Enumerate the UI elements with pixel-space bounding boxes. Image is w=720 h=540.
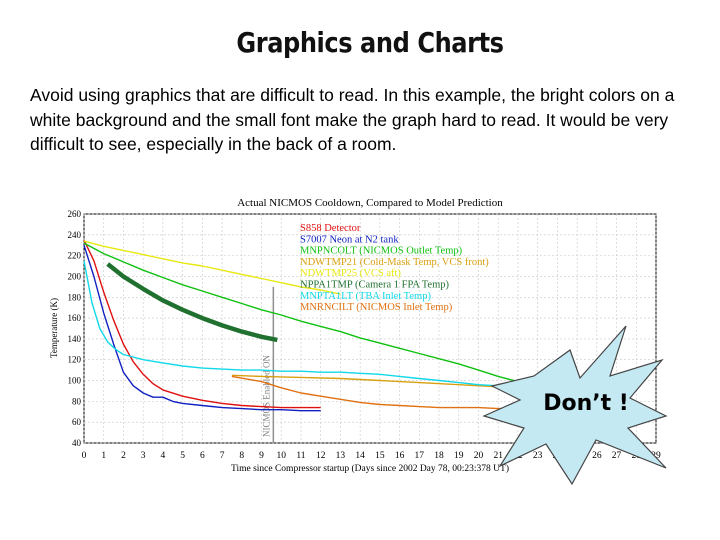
legend-item: NDWTMP25 (VCS aft) — [300, 268, 401, 279]
x-tick-label: 29 — [651, 451, 661, 461]
annotation-label: NICMOS Enabled ON — [261, 355, 271, 437]
series-line — [83, 244, 321, 412]
x-tick-label: 26 — [592, 451, 602, 461]
chart-title: Actual NICMOS Cooldown, Compared to Mode… — [237, 197, 503, 209]
x-tick-label: 7 — [220, 451, 225, 461]
x-tick-label: 12 — [316, 451, 326, 461]
legend-item: S858 Detector — [300, 223, 361, 234]
series-line — [83, 239, 321, 409]
dont-callout: Don’t ! — [482, 325, 668, 486]
x-tick-label: 3 — [141, 451, 146, 461]
y-tick-label: 120 — [68, 355, 82, 365]
x-tick-label: 20 — [474, 451, 484, 461]
x-tick-label: 11 — [296, 451, 305, 461]
page-title: Graphics and Charts — [236, 26, 504, 59]
body-text: Avoid using graphics that are difficult … — [30, 85, 675, 154]
series-line — [231, 374, 538, 390]
legend-item: NDWTMP21 (Cold-Mask Temp, VCS front) — [300, 257, 489, 268]
x-tick-label: 5 — [180, 451, 185, 461]
y-tick-label: 240 — [68, 230, 82, 240]
y-tick-label: 200 — [68, 271, 82, 281]
y-tick-label: 220 — [68, 251, 82, 261]
starburst-shape — [482, 325, 668, 486]
x-tick-label: 18 — [434, 451, 444, 461]
y-tick-label: 40 — [72, 438, 82, 448]
x-tick-label: 13 — [336, 451, 346, 461]
y-tick-label: 80 — [72, 396, 82, 406]
callout-text: Don’t ! — [543, 391, 629, 416]
x-tick-label: 4 — [161, 451, 166, 461]
legend-item: NPPA1TMP (Camera 1 FPA Temp) — [300, 280, 450, 291]
series-line — [83, 260, 538, 389]
x-tick-label: 9 — [259, 451, 264, 461]
series-line — [83, 242, 538, 387]
x-tick-label: 27 — [612, 451, 622, 461]
x-tick-label: 8 — [239, 451, 244, 461]
legend-item: S7007 Neon at N2 tank — [300, 234, 399, 245]
y-tick-label: 60 — [72, 417, 82, 427]
x-tick-label: 19 — [454, 451, 464, 461]
x-tick-label: 10 — [276, 451, 286, 461]
y-tick-label: 180 — [68, 292, 82, 302]
y-tick-label: 100 — [68, 376, 82, 386]
series-lines — [83, 239, 538, 412]
series-line — [231, 375, 538, 410]
x-tick-label: 6 — [200, 451, 205, 461]
y-tick-label: 160 — [68, 313, 82, 323]
y-tick-label: 260 — [68, 209, 82, 219]
series-line — [83, 240, 341, 295]
x-tick-label: 16 — [395, 451, 405, 461]
x-tick-label: 0 — [82, 451, 87, 461]
x-tick-label: 17 — [415, 451, 425, 461]
x-axis-label: Time since Compressor startup (Days sinc… — [231, 463, 509, 474]
x-tick-label: 23 — [533, 451, 543, 461]
y-axis-label: Temperature (K) — [49, 298, 59, 358]
legend-item: MNPTA1LT (TBA Inlet Temp) — [300, 291, 431, 302]
legend-item: MNPNCOLT (NICMOS Outlet Temp) — [300, 246, 463, 257]
y-tick-label: 140 — [68, 334, 82, 344]
x-tick-label: 1 — [101, 451, 106, 461]
series-line — [106, 262, 278, 343]
x-tick-label: 2 — [121, 451, 126, 461]
x-tick-label: 15 — [375, 451, 385, 461]
legend-item: MNRNCILT (NICMOS Inlet Temp) — [300, 302, 453, 313]
x-tick-label: 21 — [493, 451, 503, 461]
x-tick-label: 14 — [355, 451, 365, 461]
